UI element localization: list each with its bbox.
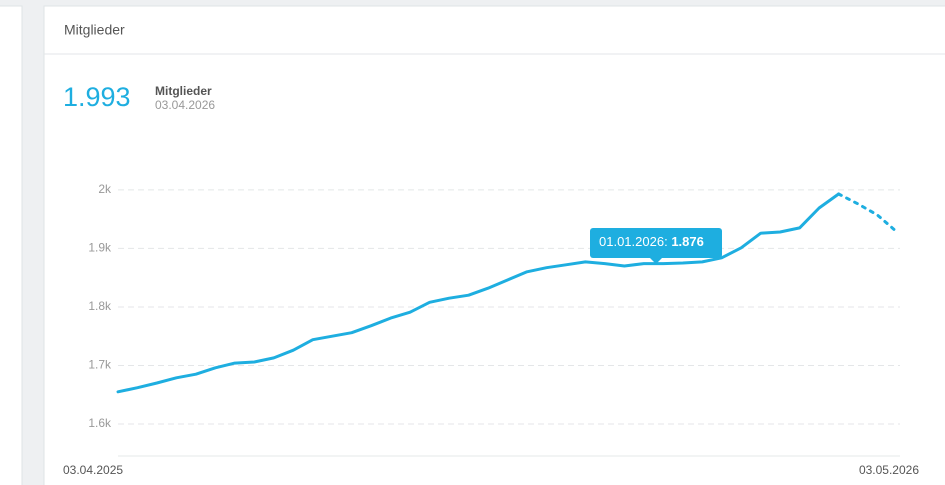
y-tick-label: 1.7k	[88, 358, 112, 372]
tooltip-arrow	[650, 258, 662, 264]
tooltip-value: 1.876	[671, 234, 704, 249]
side-panel	[0, 5, 23, 485]
tooltip-date: 01.01.2026:	[599, 234, 668, 249]
panel	[43, 5, 945, 485]
y-tick-label: 1.8k	[88, 299, 112, 313]
y-tick-label: 2k	[98, 182, 112, 196]
stat-value: 1.993	[63, 82, 131, 112]
stat-label: Mitglieder	[155, 84, 212, 98]
tooltip-text: 01.01.2026: 1.876	[599, 234, 704, 249]
tooltip: 01.01.2026: 1.876	[590, 228, 722, 264]
tooltip-box	[590, 228, 722, 258]
plot: 1.6k 1.7k 1.8k 1.9k 2k 03.04.2025 03.05.2026	[63, 182, 919, 477]
stat-date: 03.04.2026	[155, 98, 215, 112]
series-line	[837, 192, 899, 234]
x-tick-label: 03.05.2026	[859, 463, 919, 477]
y-tick-label: 1.9k	[88, 241, 112, 255]
series-line	[116, 192, 841, 394]
y-tick-label: 1.6k	[88, 416, 112, 430]
panel-title: Mitglieder	[64, 22, 125, 38]
x-tick-label: 03.04.2025	[63, 463, 123, 477]
